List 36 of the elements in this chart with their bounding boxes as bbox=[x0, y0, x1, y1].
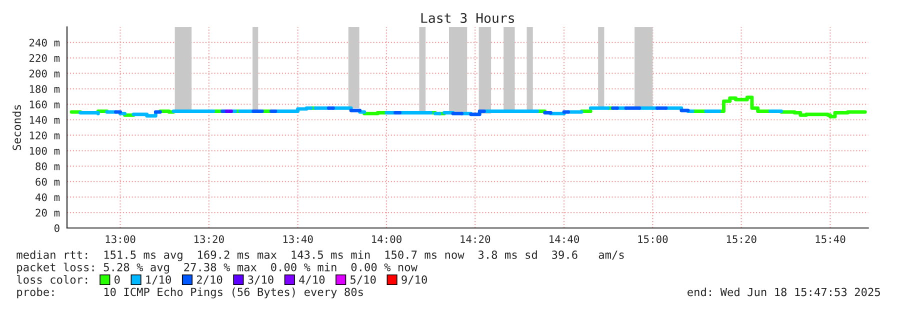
x-tick-label: 15:20 bbox=[726, 235, 756, 244]
legend-label: 9/10 bbox=[402, 275, 427, 285]
text: median rtt: 151.5 ms avg 169.2 ms max 143.5 ms min 150.7 ms now 3.8 ms sd 39.6 am/s bbox=[16, 250, 624, 262]
legend-label: 1/10 bbox=[146, 275, 171, 285]
y-tick-label: 40 m bbox=[35, 193, 60, 202]
x-tick-label: 14:20 bbox=[460, 235, 490, 244]
y-axis-title: Seconds bbox=[12, 105, 21, 150]
x-tick-label: 13:00 bbox=[106, 235, 136, 244]
x-tick-label: 13:20 bbox=[194, 235, 224, 244]
x-tick-label: 13:40 bbox=[283, 235, 313, 244]
y-tick-label: 0 bbox=[54, 224, 60, 232]
y-tick-label: 240 m bbox=[29, 38, 60, 47]
legend-label: 2/10 bbox=[196, 275, 222, 285]
y-tick-label: 180 m bbox=[30, 85, 60, 93]
legend-title: loss color: bbox=[17, 275, 88, 284]
y-tick-label: 80 m bbox=[36, 162, 60, 170]
y-tick-label: 100 m bbox=[30, 146, 60, 155]
y-tick-label: 200 m bbox=[29, 70, 60, 78]
y-tick-label: 20 m bbox=[36, 208, 60, 217]
x-tick-label: 14:00 bbox=[372, 235, 402, 244]
text: probe: 10 ICMP Echo Pings (56 Bytes) every 80s bbox=[17, 288, 363, 298]
text: end: Wed Jun 18 15:47:53 2025 bbox=[688, 288, 880, 296]
y-tick-label: 60 m bbox=[36, 178, 60, 186]
legend-label: 3/10 bbox=[248, 275, 274, 285]
x-tick-label: 15:00 bbox=[638, 235, 668, 244]
y-tick-label: 120 m bbox=[30, 131, 60, 140]
y-tick-label: 160 m bbox=[30, 100, 60, 108]
legend-label: 0 bbox=[114, 275, 120, 284]
text: packet loss: 5.28 % avg 27.38 % max 0.00 % min 0.00 % now bbox=[17, 262, 418, 274]
x-tick-label: 15:40 bbox=[816, 235, 846, 244]
legend-label: 5/10 bbox=[350, 275, 376, 285]
legend-label: 4/10 bbox=[299, 275, 325, 285]
y-tick-label: 140 m bbox=[30, 116, 60, 124]
chart-title: Last 3 Hours bbox=[421, 13, 514, 23]
y-tick-label: 220 m bbox=[29, 54, 60, 62]
x-tick-label: 14:40 bbox=[550, 235, 580, 244]
